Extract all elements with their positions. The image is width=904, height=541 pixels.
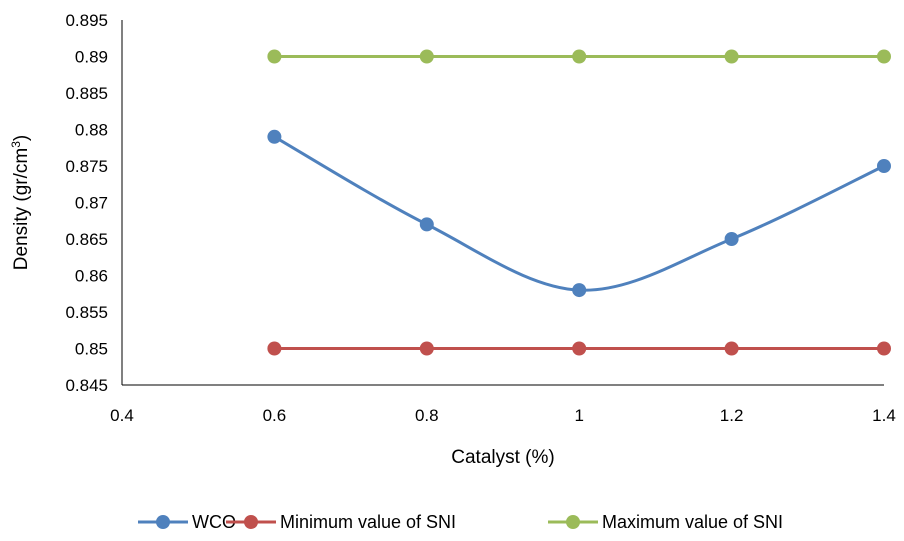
- data-point: [877, 49, 891, 64]
- y-tick-label: 0.865: [65, 230, 108, 249]
- data-point: [572, 49, 587, 64]
- y-tick-label: 0.855: [65, 303, 108, 322]
- legend-swatch-marker: [244, 515, 258, 529]
- y-tick-label: 0.87: [75, 194, 108, 213]
- data-point: [877, 341, 891, 356]
- legend-swatch-marker: [156, 515, 170, 529]
- data-point: [724, 341, 739, 356]
- data-point: [267, 49, 282, 64]
- y-tick-labels: 0.845 0.85 0.855 0.86 0.865 0.87 0.875 0.88 0.88…: [65, 11, 108, 395]
- y-tick-label: 0.885: [65, 84, 108, 103]
- x-tick-label: 0.8: [415, 406, 439, 425]
- data-point: [419, 49, 434, 64]
- data-point: [877, 159, 891, 173]
- data-point: [572, 283, 587, 298]
- legend-label: Maximum value of SNI: [602, 512, 783, 532]
- y-tick-label: 0.875: [65, 157, 108, 176]
- data-point: [724, 49, 739, 64]
- x-tick-label: 1.2: [720, 406, 744, 425]
- y-axis-title-main: Density (gr/cm: [11, 148, 32, 270]
- y-tick-label: 0.85: [75, 340, 108, 359]
- y-tick-label: 0.895: [65, 11, 108, 30]
- y-axis-title-superscript: 3: [9, 141, 23, 148]
- x-tick-label: 0.4: [110, 406, 134, 425]
- y-axis-title: Density (gr/cm3): [9, 135, 32, 270]
- plot-series: [267, 49, 891, 356]
- x-tick-label: 1: [574, 406, 583, 425]
- y-tick-label: 0.89: [75, 48, 108, 67]
- data-point: [572, 341, 587, 356]
- x-axis-title: Catalyst (%): [451, 447, 554, 468]
- x-tick-label: 1.4: [872, 406, 896, 425]
- y-axis-title-end: ): [11, 135, 32, 141]
- data-point: [267, 341, 282, 356]
- series-line-0: [273, 135, 885, 292]
- legend-label: WCO: [192, 512, 236, 532]
- y-tick-label: 0.88: [75, 121, 108, 140]
- legend-label: Minimum value of SNI: [280, 512, 456, 532]
- data-point: [724, 232, 739, 246]
- legend-swatch-marker: [566, 515, 580, 529]
- data-point: [419, 341, 434, 356]
- data-point: [267, 129, 282, 144]
- y-tick-label: 0.845: [65, 376, 108, 395]
- y-tick-label: 0.86: [75, 267, 108, 286]
- x-tick-labels: 0.4 0.6 0.8 1 1.2 1.4: [110, 406, 896, 425]
- x-tick-label: 0.6: [263, 406, 287, 425]
- data-point: [419, 217, 434, 232]
- legend: WCO Minimum value of SNI Maximum value of …: [138, 512, 783, 532]
